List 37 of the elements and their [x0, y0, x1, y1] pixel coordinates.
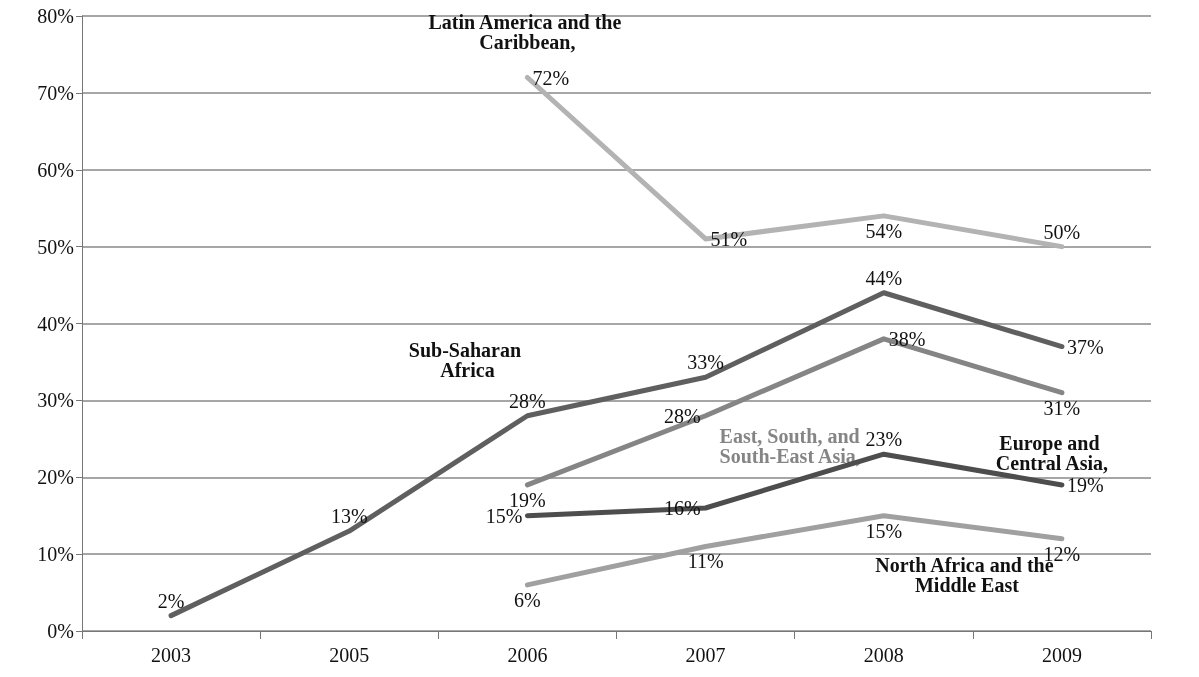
data-label: 28%	[663, 404, 701, 427]
data-label: 50%	[1043, 220, 1081, 243]
data-label: 28%	[509, 389, 546, 412]
y-tick-label: 80%	[37, 5, 74, 27]
x-tick-label: 2008	[863, 644, 904, 666]
y-tick-label: 50%	[37, 235, 74, 258]
x-tick-label: 2006	[507, 644, 548, 666]
data-label: 37%	[1066, 335, 1104, 358]
data-label: 33%	[687, 351, 724, 374]
data-label: 44%	[865, 266, 903, 289]
y-tick-label: 60%	[37, 158, 74, 181]
y-tick-label: 70%	[37, 81, 74, 104]
data-label: 2%	[157, 589, 185, 612]
data-label: 51%	[710, 227, 748, 250]
y-tick-label: 40%	[37, 312, 74, 335]
y-tick-label: 30%	[37, 389, 74, 412]
data-label: 6%	[514, 588, 541, 611]
data-label: 23%	[865, 428, 903, 451]
text: Latin America and the Caribbean,	[428, 10, 627, 53]
data-label: 19%	[1066, 473, 1104, 496]
data-label: 13%	[330, 505, 368, 528]
data-label: 16%	[663, 497, 701, 519]
x-tick-label: 2007	[685, 644, 726, 666]
data-label: 54%	[865, 219, 903, 242]
series-label: Europe and Central Asia,	[995, 431, 1109, 474]
x-tick-label: 2009	[1041, 644, 1082, 666]
x-tick-label: 2003	[151, 644, 192, 666]
series-label: Sub-Saharan Africa	[408, 338, 527, 381]
x-tick-label: 2005	[329, 644, 370, 666]
y-tick-label: 20%	[37, 466, 74, 489]
data-label: 38%	[888, 327, 926, 350]
y-tick-label: 0%	[47, 620, 74, 642]
data-label: 15%	[865, 519, 903, 542]
y-tick-label: 10%	[37, 543, 74, 566]
data-label: 72%	[532, 66, 570, 89]
data-label: 31%	[1043, 396, 1081, 419]
data-label: 11%	[687, 550, 724, 573]
